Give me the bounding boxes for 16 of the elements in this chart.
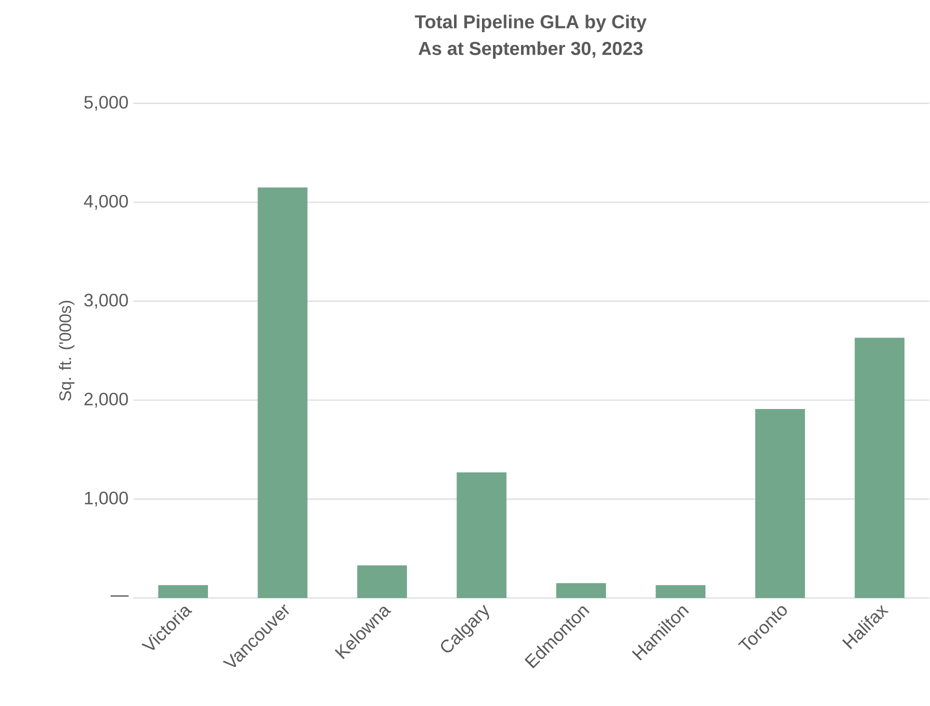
bar: [755, 409, 805, 598]
y-tick-label: 1,000: [84, 492, 128, 506]
y-axis-title: Sq. ft. ('000s): [58, 300, 74, 401]
y-tick-label: 2,000: [84, 392, 128, 408]
bar: [854, 338, 904, 598]
y-tick-label: 4,000: [84, 194, 128, 210]
bar: [656, 585, 706, 598]
bar: [456, 472, 506, 598]
y-tick-label: —: [110, 595, 129, 597]
bar: [357, 565, 407, 598]
bar: [556, 583, 606, 598]
bar: [158, 585, 208, 598]
y-tick-label: 5,000: [84, 96, 128, 111]
y-tick-label: 3,000: [84, 294, 128, 309]
bar: [258, 187, 308, 598]
chart-title: Total Pipeline GLA by City As at September 30, 2023: [414, 14, 647, 59]
